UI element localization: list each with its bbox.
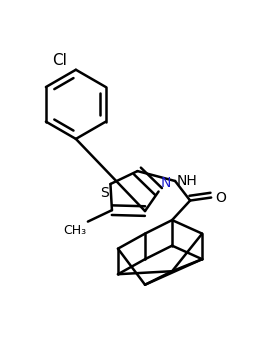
Text: Cl: Cl: [52, 53, 67, 68]
Text: S: S: [100, 186, 109, 200]
Text: N: N: [161, 176, 171, 190]
Text: O: O: [215, 191, 226, 205]
Text: CH₃: CH₃: [63, 224, 86, 237]
Text: NH: NH: [177, 174, 197, 188]
